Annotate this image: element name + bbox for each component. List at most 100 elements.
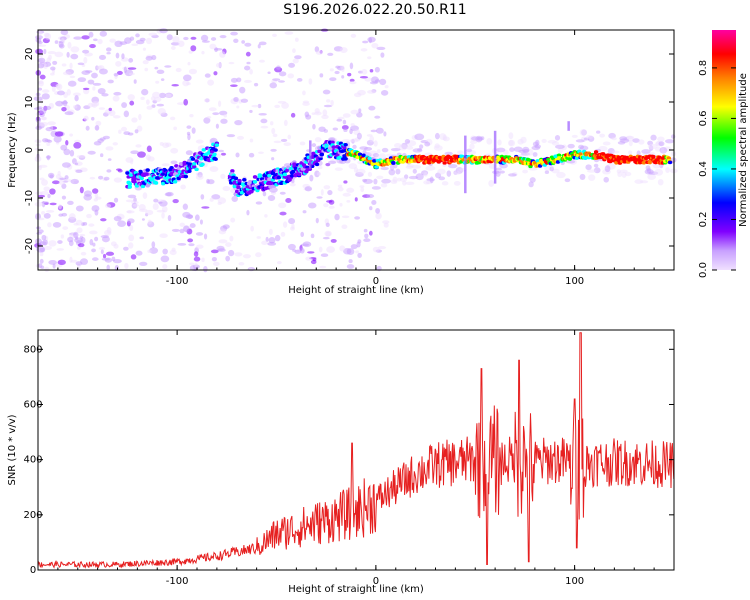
- ridge-cell: [667, 160, 673, 165]
- haze-blob: [611, 136, 617, 141]
- noise-blob: [282, 221, 288, 228]
- haze-blob: [446, 170, 452, 177]
- noise-blob: [244, 42, 252, 47]
- noise-blob: [130, 150, 139, 155]
- noise-blob: [376, 46, 386, 51]
- noise-blob: [195, 244, 204, 249]
- noise-blob: [146, 105, 153, 110]
- haze-blob: [317, 165, 323, 170]
- noise-blob: [68, 213, 76, 220]
- noise-blob: [158, 92, 167, 99]
- ridge-cell: [657, 155, 662, 160]
- noise-blob: [362, 40, 369, 44]
- noise-blob: [101, 236, 110, 243]
- spectrogram-ylabel: Frequency (Hz): [7, 112, 18, 188]
- ridge-cell: [209, 149, 215, 154]
- noise-blob: [188, 68, 198, 75]
- spectrogram-heatmap: [33, 28, 678, 273]
- ridge-cell: [267, 177, 272, 181]
- noise-blob: [369, 230, 373, 236]
- haze-blob: [495, 167, 502, 171]
- noise-blob: [142, 60, 149, 65]
- haze-blob: [444, 151, 453, 156]
- noise-blob: [77, 243, 85, 248]
- colorbar-label: Normalized spectral amplitude: [738, 73, 749, 227]
- ridge-cell: [212, 152, 217, 157]
- noise-blob: [339, 245, 346, 252]
- haze-blob: [381, 147, 389, 153]
- noise-blob: [357, 89, 366, 96]
- haze-blob: [604, 165, 611, 173]
- noise-blob: [117, 220, 126, 227]
- noise-blob: [350, 123, 355, 127]
- noise-blob: [88, 31, 94, 38]
- ridge-cell: [187, 169, 192, 173]
- noise-blob: [160, 78, 165, 82]
- ridge-cell: [169, 165, 174, 170]
- noise-blob: [223, 114, 228, 118]
- noise-blob: [215, 62, 222, 68]
- haze-blob: [371, 186, 381, 190]
- haze-blob: [369, 135, 375, 143]
- noise-blob: [134, 129, 139, 134]
- haze-blob: [437, 168, 446, 175]
- noise-blob: [186, 82, 191, 86]
- noise-blob: [288, 62, 296, 68]
- noise-blob: [346, 264, 355, 269]
- noise-blob: [47, 50, 57, 55]
- noise-blob: [113, 259, 122, 264]
- noise-blob: [187, 61, 191, 66]
- noise-blob: [325, 162, 331, 167]
- noise-blob: [60, 144, 68, 151]
- noise-blob: [187, 238, 194, 243]
- noise-blob: [105, 251, 115, 256]
- noise-blob: [75, 169, 83, 174]
- noise-blob: [283, 119, 288, 127]
- noise-blob: [186, 125, 192, 129]
- noise-blob: [61, 195, 67, 200]
- noise-blob: [127, 218, 135, 224]
- ridge-cell: [289, 173, 295, 178]
- noise-blob: [311, 143, 317, 148]
- noise-blob: [39, 74, 46, 80]
- noise-blob: [38, 57, 46, 64]
- haze-blob: [453, 171, 461, 175]
- noise-blob: [176, 102, 186, 106]
- noise-blob: [37, 87, 43, 91]
- noise-blob: [84, 190, 92, 197]
- haze-blob: [650, 134, 657, 141]
- haze-blob: [541, 138, 547, 144]
- noise-blob: [226, 134, 236, 138]
- noise-blob: [116, 70, 123, 75]
- noise-blob: [203, 233, 208, 240]
- noise-blob: [225, 255, 231, 262]
- noise-blob: [152, 91, 161, 99]
- noise-blob: [92, 188, 99, 194]
- noise-blob: [182, 203, 188, 210]
- noise-blob: [130, 254, 137, 260]
- noise-blob: [113, 115, 121, 119]
- noise-blob: [53, 135, 62, 143]
- haze-blob: [496, 147, 506, 153]
- ridge-cell: [128, 173, 134, 177]
- haze-blob: [638, 139, 645, 145]
- ridge-cell: [201, 148, 206, 152]
- noise-blob: [103, 176, 110, 181]
- noise-blob: [56, 248, 65, 251]
- noise-blob: [267, 71, 271, 75]
- noise-blob: [177, 242, 187, 246]
- haze-blob: [596, 130, 601, 134]
- noise-blob: [211, 256, 217, 262]
- noise-blob: [329, 77, 337, 82]
- noise-blob: [105, 146, 114, 151]
- noise-blob: [77, 77, 87, 83]
- noise-blob: [256, 236, 261, 239]
- noise-blob: [271, 127, 276, 135]
- noise-blob: [94, 193, 99, 199]
- haze-blob: [314, 137, 322, 143]
- noise-blob: [249, 138, 254, 143]
- noise-blob: [115, 60, 122, 67]
- x-tick-label: 0: [373, 576, 379, 587]
- noise-blob: [37, 194, 46, 198]
- noise-blob: [108, 109, 116, 117]
